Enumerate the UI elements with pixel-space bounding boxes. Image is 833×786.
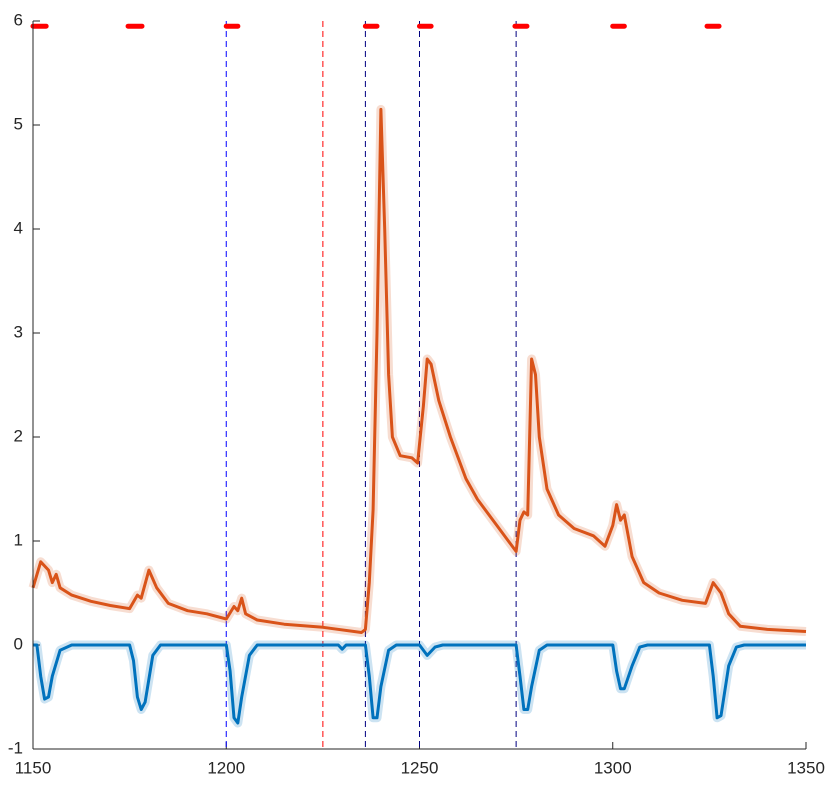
- series-line: [33, 643, 806, 725]
- x-tick-label: 1200: [207, 758, 245, 777]
- y-tick-label: -1: [8, 738, 23, 757]
- y-tick-label: 3: [14, 322, 23, 341]
- y-tick-label: 4: [14, 218, 23, 237]
- y-tick-label: 5: [14, 114, 23, 133]
- x-tick-label: 1350: [787, 758, 825, 777]
- y-tick-label: 1: [14, 530, 23, 549]
- x-tick-label: 1300: [594, 758, 632, 777]
- y-tick-label: 6: [14, 10, 23, 29]
- x-tick-label: 1150: [15, 758, 52, 777]
- y-tick-label: 0: [14, 634, 23, 653]
- y-tick-label: 2: [14, 426, 23, 445]
- series-line: [31, 107, 807, 634]
- x-tick-label: 1250: [401, 758, 439, 777]
